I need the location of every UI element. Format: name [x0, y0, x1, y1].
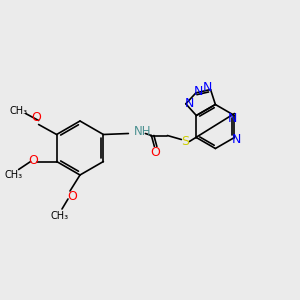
- Text: CH₃: CH₃: [51, 211, 69, 221]
- Text: O: O: [29, 154, 39, 167]
- Text: CH₃: CH₃: [10, 106, 28, 116]
- Text: NH: NH: [134, 125, 151, 138]
- Text: N: N: [193, 85, 203, 98]
- Text: N: N: [232, 133, 241, 146]
- Text: N: N: [228, 112, 237, 125]
- Text: N: N: [203, 81, 212, 94]
- Text: N: N: [185, 97, 194, 110]
- Text: CH₃: CH₃: [4, 169, 23, 179]
- Text: O: O: [150, 146, 160, 159]
- Text: O: O: [32, 111, 42, 124]
- Text: O: O: [67, 190, 77, 202]
- Text: S: S: [182, 135, 189, 148]
